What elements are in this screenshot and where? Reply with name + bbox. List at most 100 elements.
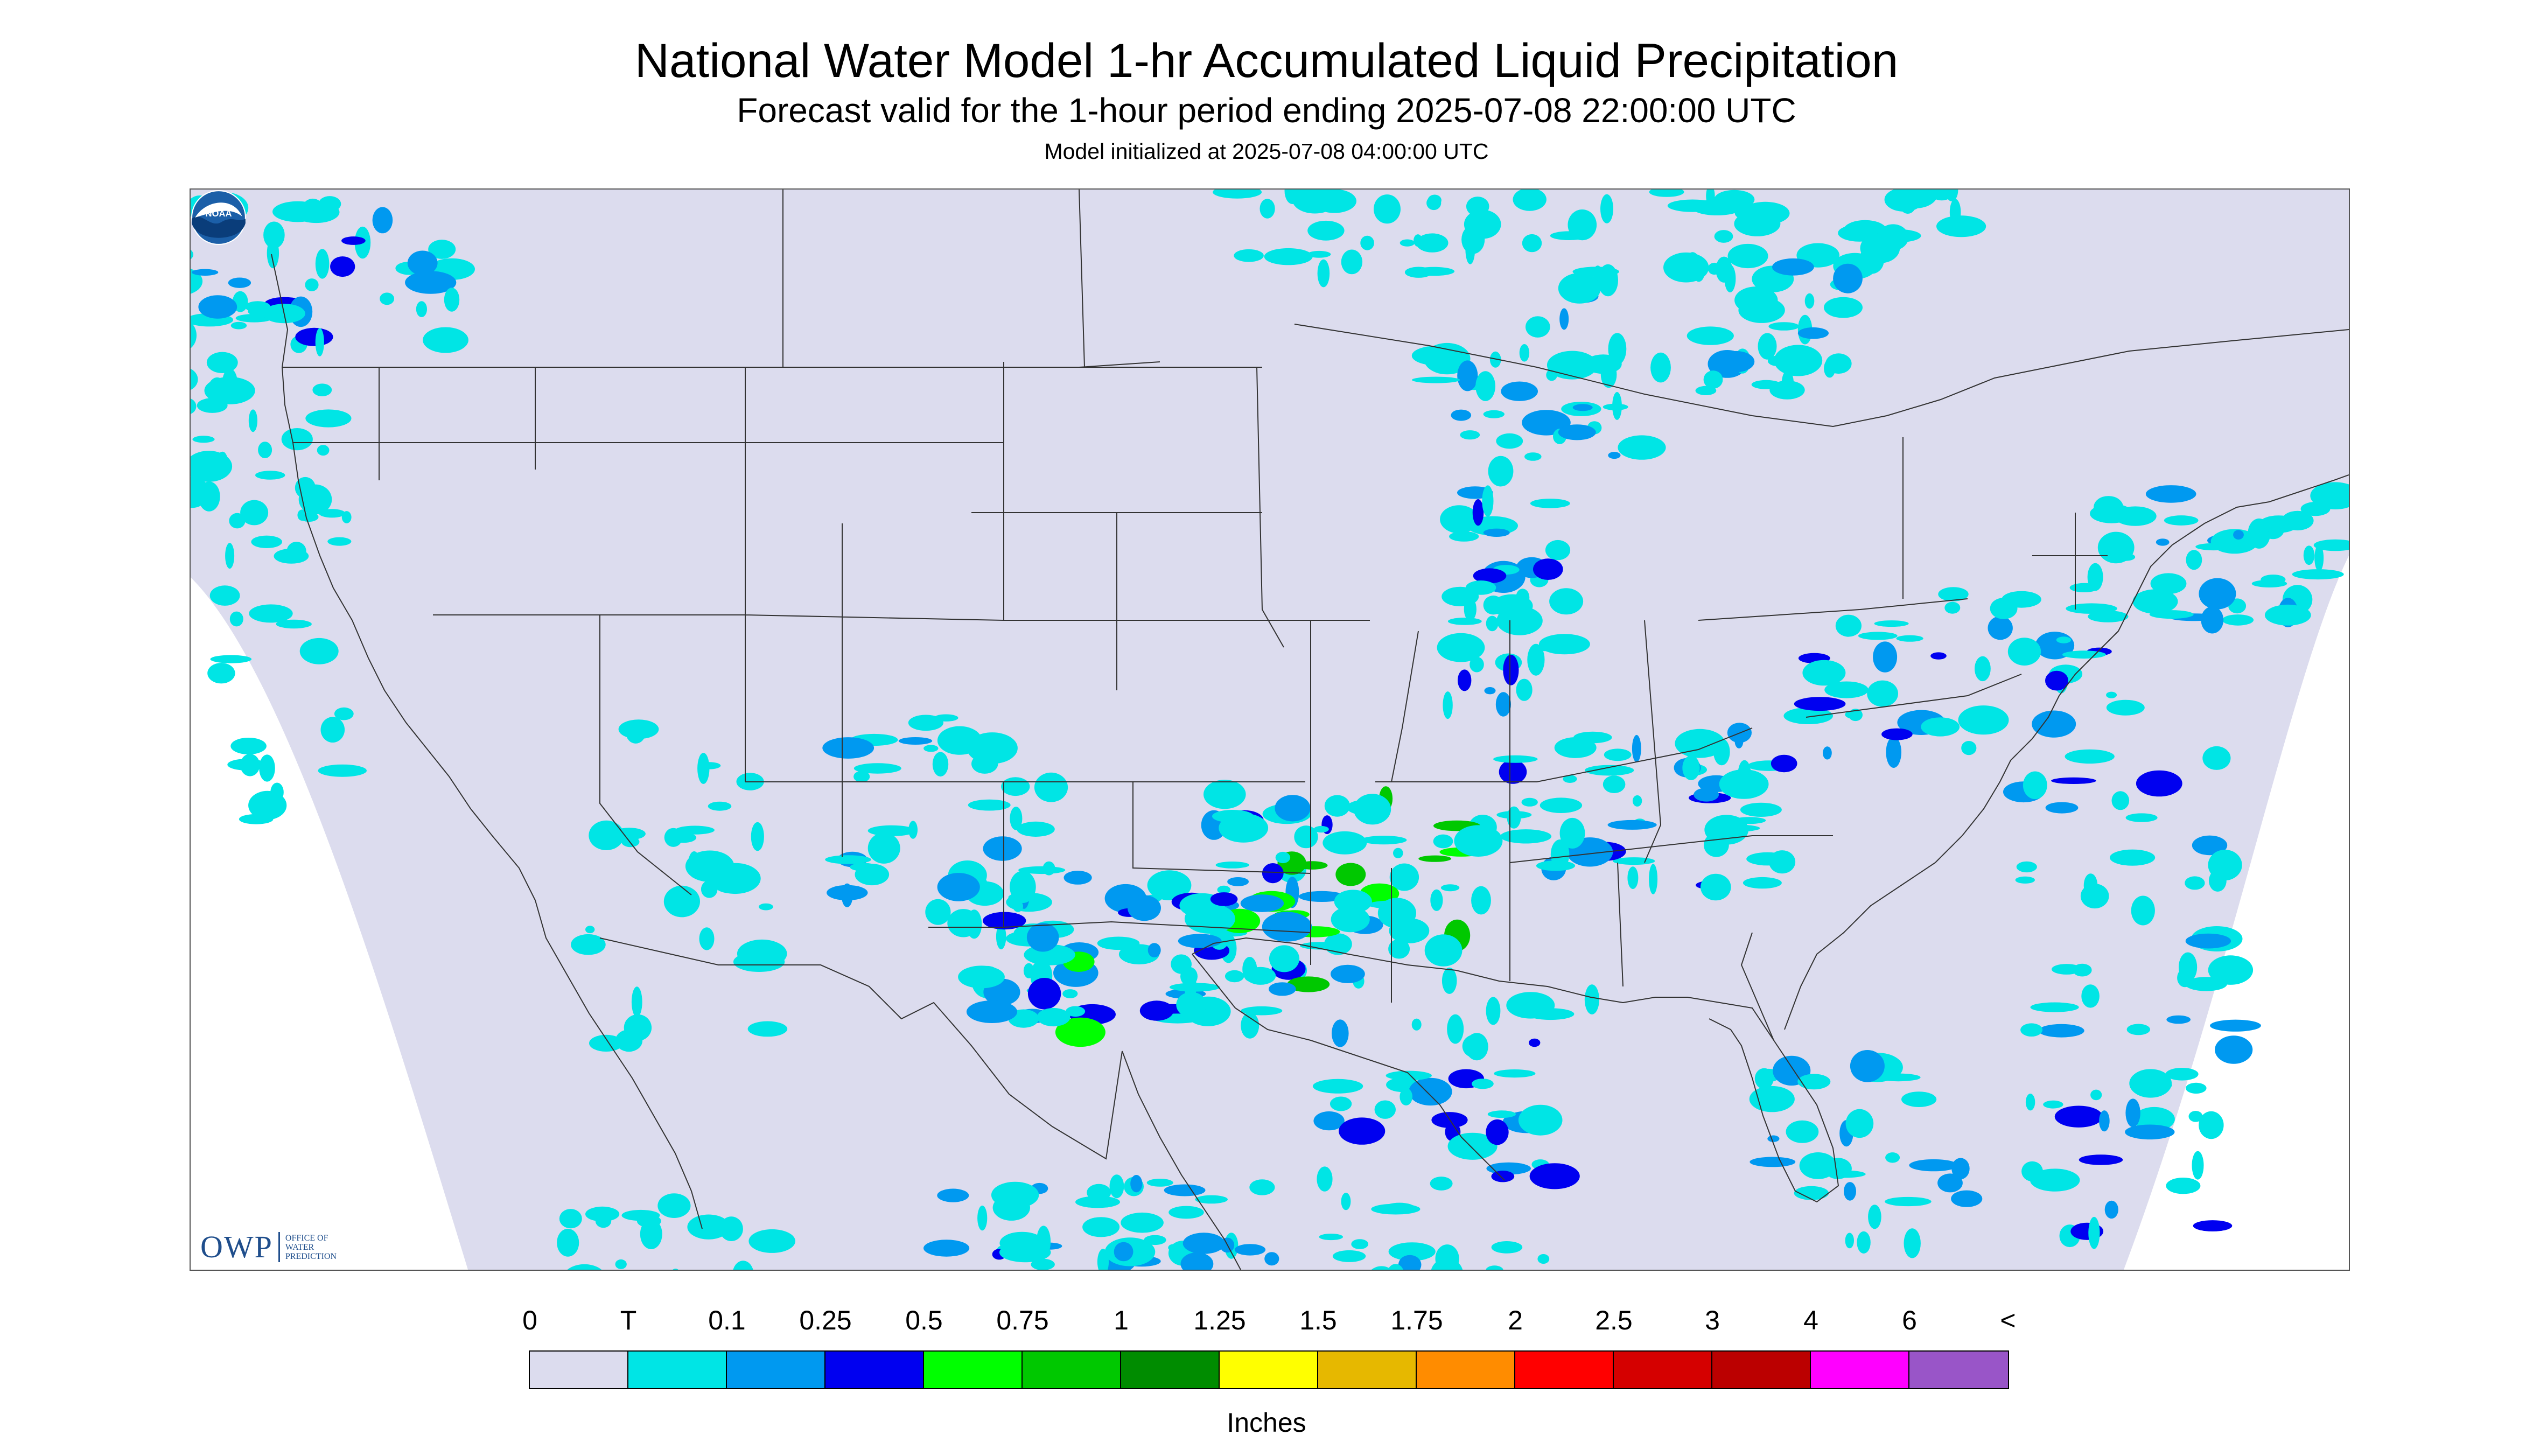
precip-cell bbox=[240, 500, 269, 526]
precip-cell bbox=[1259, 199, 1275, 219]
precip-cell bbox=[1341, 1193, 1351, 1210]
precip-cell bbox=[983, 836, 1022, 861]
precip-cell bbox=[2129, 1069, 2172, 1098]
precipitation-map: OWP OFFICE OF WATER PREDICTION NOAA bbox=[190, 188, 2350, 1271]
precip-cell bbox=[1749, 1086, 1795, 1112]
precip-cell bbox=[759, 903, 773, 911]
precip-cell bbox=[1825, 353, 1852, 374]
precip-cell bbox=[1409, 1077, 1452, 1106]
precip-cell bbox=[1540, 797, 1583, 813]
legend-tick-label: 2.5 bbox=[1595, 1305, 1633, 1335]
precip-cell bbox=[230, 321, 247, 330]
precip-cell bbox=[1874, 620, 1909, 627]
precip-cell bbox=[2110, 849, 2156, 866]
precip-cell bbox=[585, 926, 595, 934]
precip-cell bbox=[1398, 1255, 1422, 1270]
precip-cell bbox=[1786, 1120, 1819, 1143]
precip-cell bbox=[999, 1231, 1045, 1255]
precip-cell bbox=[2264, 604, 2311, 626]
precip-cell bbox=[1938, 587, 1969, 601]
legend-tick-label: 1.5 bbox=[1299, 1305, 1337, 1335]
precip-cell bbox=[192, 436, 215, 443]
legend-tick-label: 0.5 bbox=[905, 1305, 943, 1335]
precip-cell bbox=[1684, 252, 1701, 281]
legend-swatch bbox=[1318, 1352, 1417, 1388]
precip-cell bbox=[380, 292, 394, 305]
legend-tick-label: 0.25 bbox=[799, 1305, 852, 1335]
precip-cell bbox=[1491, 1241, 1523, 1254]
precip-cell bbox=[341, 511, 352, 523]
precip-cell bbox=[1010, 807, 1023, 830]
precip-cell bbox=[1538, 634, 1590, 655]
precip-cell bbox=[1584, 984, 1599, 1014]
precip-cell bbox=[2099, 1110, 2110, 1132]
precip-cell bbox=[1323, 831, 1367, 855]
precip-cell bbox=[1529, 1038, 1541, 1047]
precip-cell bbox=[1307, 220, 1345, 241]
precip-cell bbox=[1740, 802, 1782, 817]
precip-cell bbox=[1440, 505, 1479, 534]
precip-cell bbox=[2136, 770, 2182, 797]
precip-cell bbox=[248, 790, 287, 820]
precip-cell bbox=[932, 752, 949, 777]
precip-cell bbox=[1213, 190, 1262, 199]
precip-cell bbox=[1234, 249, 1264, 262]
precip-cell bbox=[2090, 1089, 2102, 1101]
precip-cell bbox=[2145, 485, 2196, 503]
precip-cell bbox=[1545, 540, 1571, 561]
precip-cell bbox=[923, 1240, 970, 1257]
precip-cell bbox=[2032, 710, 2076, 738]
precip-cell bbox=[2030, 1002, 2079, 1012]
precip-cell bbox=[1534, 645, 1555, 652]
precip-cell bbox=[1487, 1110, 1516, 1118]
precip-cell bbox=[2015, 876, 2035, 884]
precip-cell bbox=[1563, 775, 1577, 783]
precip-cell bbox=[1533, 558, 1563, 580]
precip-cell bbox=[937, 726, 982, 755]
precip-cell bbox=[2106, 699, 2145, 716]
precip-cell bbox=[1447, 1014, 1464, 1044]
legend-tick-label: 6 bbox=[1902, 1305, 1917, 1335]
map-subtitle: Forecast valid for the 1-hour period end… bbox=[737, 91, 1796, 130]
precip-cell bbox=[991, 1181, 1039, 1208]
legend-swatch bbox=[1614, 1352, 1712, 1388]
precip-cell bbox=[571, 934, 606, 955]
precip-cell bbox=[1470, 656, 1484, 673]
precip-cell bbox=[1613, 857, 1655, 865]
precip-cell bbox=[2192, 1151, 2204, 1180]
precip-cell bbox=[1269, 945, 1300, 972]
precip-cell bbox=[1473, 568, 1507, 584]
precip-cell bbox=[2030, 1168, 2080, 1192]
precip-cell bbox=[2081, 984, 2100, 1008]
precip-cell bbox=[2300, 502, 2331, 516]
precip-cell bbox=[1128, 895, 1161, 921]
precip-cell bbox=[1530, 499, 1570, 508]
map-title: National Water Model 1-hr Accumulated Li… bbox=[634, 33, 1899, 87]
precip-cell bbox=[1783, 708, 1833, 724]
precip-cell bbox=[1486, 1265, 1503, 1270]
legend-units: Inches bbox=[1227, 1408, 1306, 1438]
precip-cell bbox=[1404, 267, 1433, 278]
precip-cell bbox=[1492, 594, 1533, 618]
precip-cell bbox=[675, 825, 715, 835]
legend-tick-label: 3 bbox=[1705, 1305, 1720, 1335]
precip-cell bbox=[1488, 456, 1514, 487]
precip-cell bbox=[1241, 1006, 1283, 1016]
precip-cell bbox=[1424, 342, 1471, 375]
precip-cell bbox=[1075, 1196, 1120, 1208]
precip-cell bbox=[733, 1261, 753, 1270]
precip-cell bbox=[925, 899, 951, 925]
legend-swatch bbox=[1909, 1352, 2008, 1388]
precip-cell bbox=[216, 451, 228, 474]
precip-cell bbox=[1486, 615, 1499, 632]
precip-cell bbox=[251, 535, 282, 548]
noaa-logo-text: NOAA bbox=[206, 208, 232, 219]
precip-cell bbox=[1240, 894, 1284, 912]
precip-cell bbox=[2088, 1216, 2100, 1249]
precip-cell bbox=[1346, 800, 1387, 815]
precip-cell bbox=[1526, 316, 1550, 338]
precip-cell bbox=[589, 820, 624, 850]
precip-cell bbox=[1130, 1175, 1143, 1193]
precip-cell bbox=[295, 327, 333, 346]
precip-cell bbox=[1928, 190, 1955, 201]
